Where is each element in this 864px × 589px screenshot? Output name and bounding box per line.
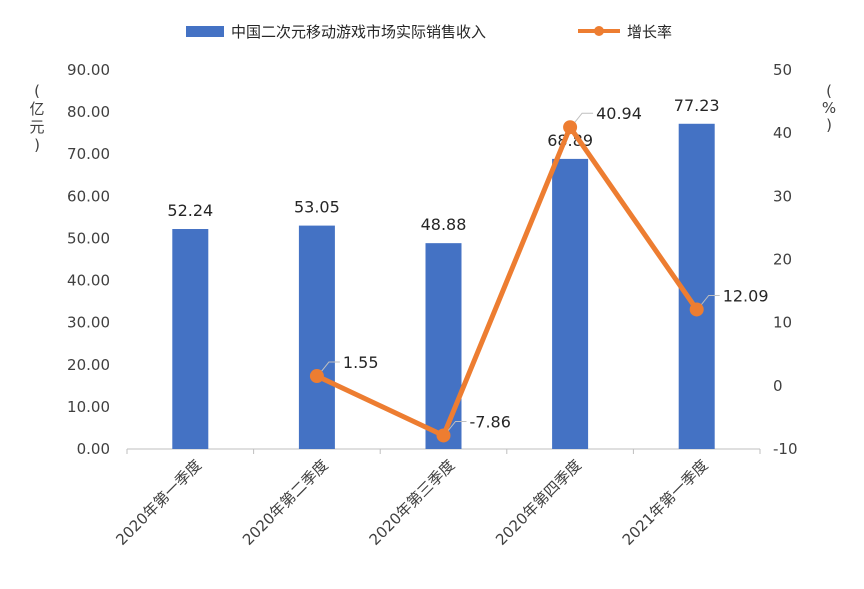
legend-swatch-sales	[186, 26, 224, 37]
legend-swatch-growth-marker	[594, 26, 604, 36]
right-tick-label: 20	[773, 251, 792, 269]
bar	[552, 158, 589, 450]
right-tick-label: 40	[773, 124, 792, 142]
right-axis-unit: (%)	[822, 82, 836, 134]
right-tick-label: 10	[773, 314, 792, 332]
growth-line-series	[314, 124, 700, 438]
growth-leader-lines	[320, 112, 720, 432]
right-unit-char: (	[826, 82, 832, 100]
bar-data-label: 53.05	[294, 198, 340, 217]
legend: 中国二次元移动游戏市场实际销售收入 增长率	[186, 23, 672, 41]
x-tick-label: 2020年第二季度	[239, 456, 332, 549]
x-tick-label: 2020年第四季度	[492, 456, 585, 549]
left-unit-char: 亿	[29, 100, 44, 118]
left-unit-char: 元	[29, 118, 44, 136]
x-tick-label: 2020年第三季度	[366, 456, 459, 549]
right-unit-char: )	[826, 116, 832, 134]
bar	[172, 229, 209, 449]
leader-line	[700, 294, 720, 306]
left-tick-label: 60.00	[67, 187, 110, 205]
growth-marker	[689, 302, 704, 317]
right-tick-label: 30	[773, 187, 792, 205]
left-tick-label: 40.00	[67, 272, 110, 290]
left-unit-char: )	[34, 136, 40, 154]
x-axis-labels: 2020年第一季度 2020年第二季度 2020年第三季度 2020年第四季度 2021…	[112, 456, 711, 549]
legend-label-growth: 增长率	[627, 23, 672, 41]
growth-marker	[563, 120, 578, 135]
growth-data-label: 1.55	[343, 353, 379, 372]
x-tick-label: 2020年第一季度	[112, 456, 205, 549]
left-tick-label: 20.00	[67, 356, 110, 374]
left-tick-label: 30.00	[67, 314, 110, 332]
bar	[425, 243, 462, 449]
bar	[298, 225, 335, 449]
bar-series	[172, 123, 715, 450]
left-tick-label: 90.00	[67, 61, 110, 79]
left-tick-label: 80.00	[67, 103, 110, 121]
right-unit-char: %	[822, 99, 836, 117]
left-tick-label: 0.00	[77, 440, 110, 458]
legend-label-sales: 中国二次元移动游戏市场实际销售收入	[231, 23, 486, 41]
left-axis-ticks: 0.00 10.00 20.00 30.00 40.00 50.00 60.00 70.00 8…	[67, 61, 110, 458]
bar	[678, 123, 715, 450]
growth-data-label: 40.94	[596, 104, 642, 123]
growth-data-label: -7.86	[470, 412, 511, 431]
growth-marker	[309, 369, 324, 384]
growth-markers	[309, 120, 704, 443]
x-axis-tick-marks	[126, 449, 761, 454]
leader-line	[573, 112, 594, 124]
left-tick-label: 50.00	[67, 229, 110, 247]
bar-data-label: 52.24	[167, 201, 213, 220]
left-axis-unit: (亿元)	[29, 82, 44, 154]
left-tick-label: 70.00	[67, 145, 110, 163]
bar-data-label: 48.88	[421, 215, 467, 234]
bar-data-label: 77.23	[674, 96, 720, 115]
leader-line	[447, 420, 467, 432]
growth-data-label: 12.09	[723, 286, 769, 305]
right-tick-label: 0	[773, 377, 783, 395]
leader-line	[320, 361, 340, 373]
growth-data-labels: 1.55 -7.86 40.94 12.09	[343, 104, 769, 431]
right-tick-label: -10	[773, 440, 798, 458]
right-axis-ticks: -10 0 10 20 30 40 50	[773, 61, 798, 458]
right-tick-label: 50	[773, 61, 792, 79]
growth-marker	[436, 428, 451, 443]
left-tick-label: 10.00	[67, 398, 110, 416]
growth-line	[314, 124, 700, 438]
left-unit-char: (	[34, 82, 40, 100]
x-tick-label: 2021年第一季度	[619, 456, 712, 549]
